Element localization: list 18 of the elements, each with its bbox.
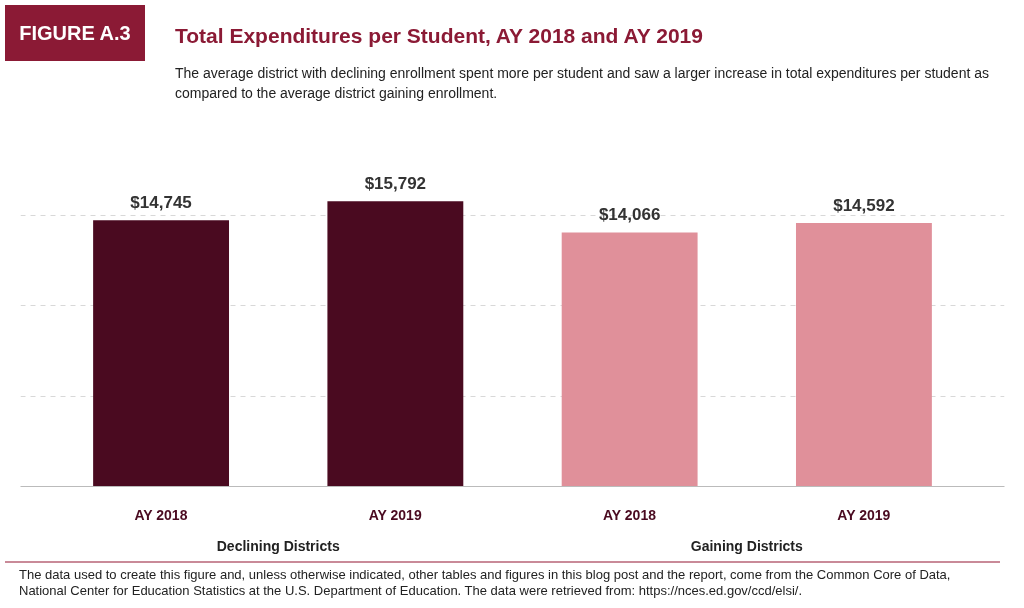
bar — [561, 232, 698, 487]
figure-label-box: FIGURE A.3 — [5, 5, 145, 61]
x-tick-label: AY 2018 — [603, 506, 657, 523]
text: The data used to create this figure and, unless otherwise indicated, other tables and figures in this blog post and the report, come from the Common Core of Data, National Center for Education Statistics at the U.S. Department of Education. The data were retrieved from: https://nces.ed.gov/ccd/elsi/. — [5, 561, 1000, 599]
data-label: $14,592 — [833, 195, 895, 215]
bar — [795, 222, 932, 487]
bar — [327, 201, 464, 487]
x-tick-label: AY 2019 — [837, 506, 891, 523]
data-label: $14,745 — [130, 193, 192, 213]
chart-title: Total Expenditures per Student, AY 2018 and AY 2019 — [175, 23, 704, 49]
x-tick-label: AY 2019 — [368, 506, 422, 523]
x-tick-label: AY 2018 — [134, 506, 188, 523]
bar — [93, 220, 230, 487]
text: Gaining Districts — [690, 537, 804, 554]
data-label: $15,792 — [364, 174, 427, 194]
text: Declining Districts — [216, 537, 340, 554]
data-label: $14,066 — [598, 205, 661, 225]
chart-subtitle: The average district with declining enrollment spent more per student and saw a larger increase in total expenditures per student as compared to the average district gaining enrollment. — [175, 64, 990, 103]
